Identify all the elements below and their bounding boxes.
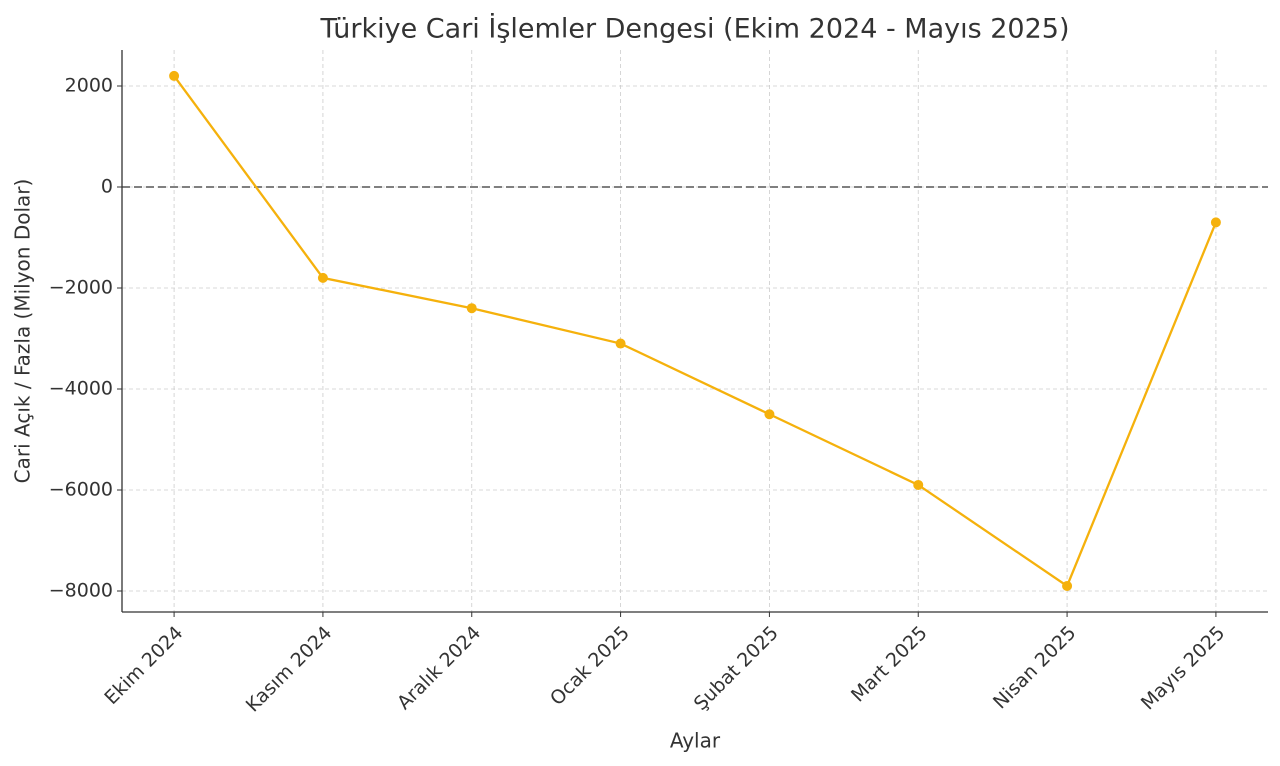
x-tick-label: Şubat 2025 (690, 622, 783, 715)
y-tick-label: −6000 (49, 478, 113, 500)
x-tick-label: Mart 2025 (847, 622, 932, 707)
y-tick-label: −4000 (49, 377, 113, 399)
grid (122, 50, 1268, 612)
data-point (615, 338, 626, 349)
data-point (169, 70, 180, 81)
data-point (317, 272, 328, 283)
data-point (466, 303, 477, 314)
data-point (764, 409, 775, 420)
x-tick-label: Ocak 2025 (546, 622, 634, 710)
y-axis-label: Cari Açık / Fazla (Milyon Dolar) (11, 179, 35, 484)
data-point (1210, 217, 1221, 228)
data-point (913, 479, 924, 490)
y-tick-label: 2000 (65, 75, 113, 97)
x-axis-label: Aylar (670, 729, 721, 753)
x-tick-label: Aralık 2024 (393, 622, 485, 714)
chart-title: Türkiye Cari İşlemler Dengesi (Ekim 2024… (320, 13, 1070, 45)
y-tick-label: 0 (101, 176, 113, 198)
data-point (1062, 580, 1073, 591)
y-tick-label: −8000 (49, 579, 113, 601)
y-tick-label: −2000 (49, 277, 113, 299)
x-tick-label: Mayıs 2025 (1137, 622, 1230, 715)
x-tick-label: Nisan 2025 (989, 622, 1081, 714)
x-tick-label: Kasım 2024 (242, 622, 337, 717)
data-line (173, 75, 1217, 588)
x-tick-label: Ekim 2024 (100, 622, 187, 709)
